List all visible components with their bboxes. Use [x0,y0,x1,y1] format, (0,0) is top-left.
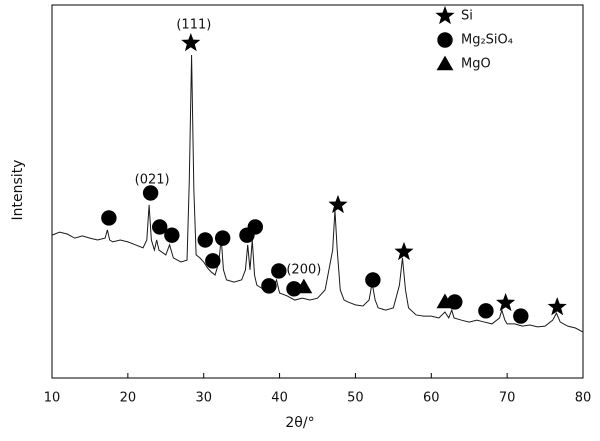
marker-star [496,292,516,312]
x-tick-label: 20 [120,391,137,406]
marker-star [328,194,348,214]
annotation: (021) [135,172,170,187]
marker-star [394,241,414,261]
marker-circle [365,272,381,288]
legend-label: MgO [461,57,491,72]
marker-circle [142,185,159,201]
plot-frame [51,4,584,379]
marker-circle [261,278,277,294]
x-tick-label: 10 [44,391,61,406]
y-axis-label: Intensity [10,160,26,221]
x-tick-label: 40 [271,391,288,406]
marker-triangle [295,278,313,294]
marker-circle [205,253,221,269]
marker-circle [271,263,287,279]
marker-circle [101,210,117,226]
x-tick-label: 30 [195,391,212,406]
marker-circle [214,230,231,246]
marker-circle [197,232,213,248]
x-tick-label: 80 [575,391,592,406]
marker-circle [247,219,263,235]
marker-triangle [436,55,454,71]
x-tick-label: 50 [347,391,364,406]
marker-star [547,297,567,316]
x-tick-label: 70 [499,391,516,406]
marker-star [435,5,455,25]
legend-label: Mg₂SiO₄ [461,33,513,48]
marker-circle [437,32,453,48]
marker-triangle [436,293,454,309]
marker-circle [152,219,168,235]
marker-circle [513,308,529,324]
annotation: (111) [176,18,211,33]
legend-label: Si [461,9,473,24]
x-tick-label: 60 [423,391,440,406]
marker-circle [478,303,494,319]
marker-circle [164,227,180,243]
x-axis-label: 2θ/° [285,415,314,431]
annotation: (200) [286,262,321,277]
marker-star [181,32,201,52]
intensity-line [51,54,584,333]
